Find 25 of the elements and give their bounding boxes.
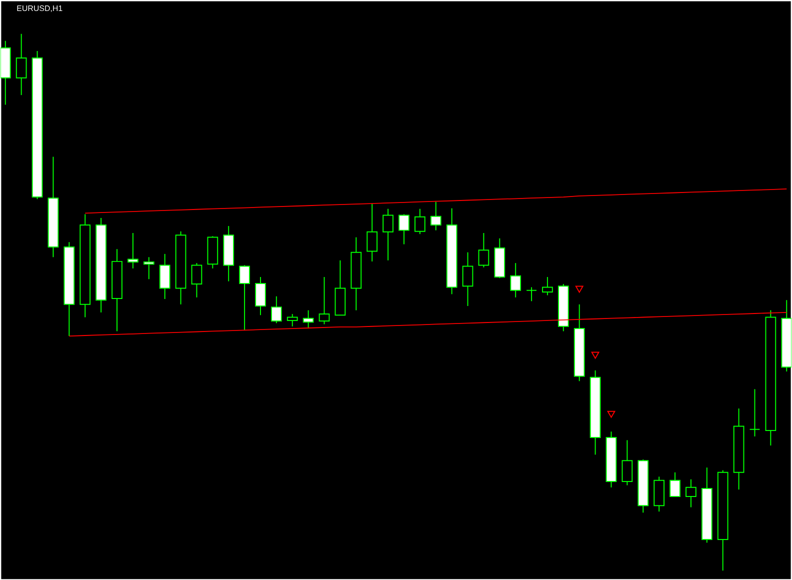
candlestick [286, 313, 298, 327]
candlestick [127, 232, 138, 269]
candlestick [270, 296, 282, 324]
candlestick [542, 276, 553, 296]
candlestick [622, 440, 633, 486]
candlestick [382, 208, 394, 261]
candlestick [318, 276, 330, 325]
candlestick [526, 286, 537, 302]
candlestick [478, 232, 490, 268]
candlestick [191, 262, 202, 298]
candlestick [302, 310, 314, 329]
candlestick [255, 276, 266, 316]
candlestick [414, 208, 426, 234]
candlestick [462, 252, 474, 306]
candlestick [398, 214, 410, 245]
candlestick [430, 201, 442, 231]
candlestick [143, 256, 154, 280]
candlestick [366, 203, 378, 262]
candlestick [686, 478, 696, 508]
candlestick [159, 253, 170, 300]
candlestick [239, 264, 250, 330]
candlestick [749, 388, 760, 437]
candlestick [16, 33, 27, 96]
candlestick [510, 262, 522, 298]
candlestick [670, 472, 680, 497]
